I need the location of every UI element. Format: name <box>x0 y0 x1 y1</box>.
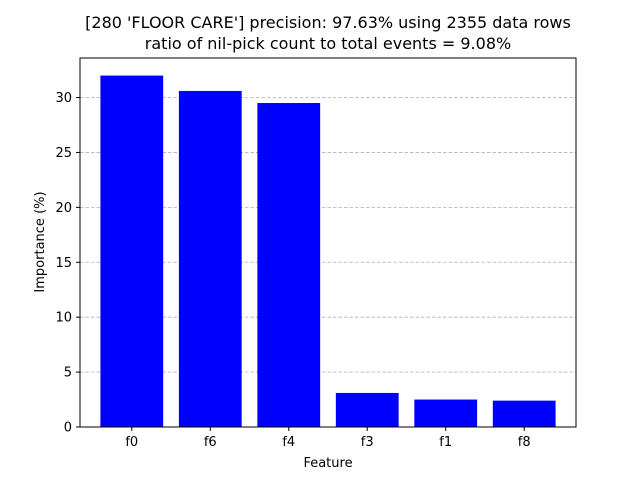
y-axis-label: Importance (%) <box>33 191 48 292</box>
y-axis-ticks: 0 5 10 15 20 25 30 <box>55 91 80 436</box>
x-tick-label: f1 <box>439 435 452 450</box>
x-axis-label: Feature <box>303 456 352 471</box>
plot-frame <box>79 57 577 428</box>
y-tick-label: 5 <box>64 366 72 381</box>
bar-f4 <box>257 103 321 427</box>
x-tick-label: f8 <box>518 435 531 450</box>
y-tick-label: 20 <box>55 201 72 216</box>
y-tick-label: 10 <box>55 311 72 326</box>
bar-f8 <box>492 400 556 427</box>
chart-title-line1: [280 'FLOOR CARE'] precision: 97.63% usi… <box>85 13 571 32</box>
bar-f1 <box>414 399 478 427</box>
x-tick-label: f4 <box>282 435 295 450</box>
bar-f6 <box>178 90 242 428</box>
bars <box>100 75 556 428</box>
bar-f0 <box>100 75 164 428</box>
bar-f3 <box>335 392 399 427</box>
y-tick-label: 0 <box>64 421 72 436</box>
x-tick-label: f0 <box>125 435 138 450</box>
x-tick-label: f6 <box>204 435 217 450</box>
y-tick-label: 30 <box>55 91 72 106</box>
y-tick-label: 25 <box>55 146 72 161</box>
y-tick-label: 15 <box>55 256 72 271</box>
x-tick-label: f3 <box>361 435 374 450</box>
x-axis-ticks: f0 f6 f4 f3 f1 f8 <box>125 427 531 450</box>
chart-title-line2: ratio of nil-pick count to total events … <box>145 34 511 53</box>
